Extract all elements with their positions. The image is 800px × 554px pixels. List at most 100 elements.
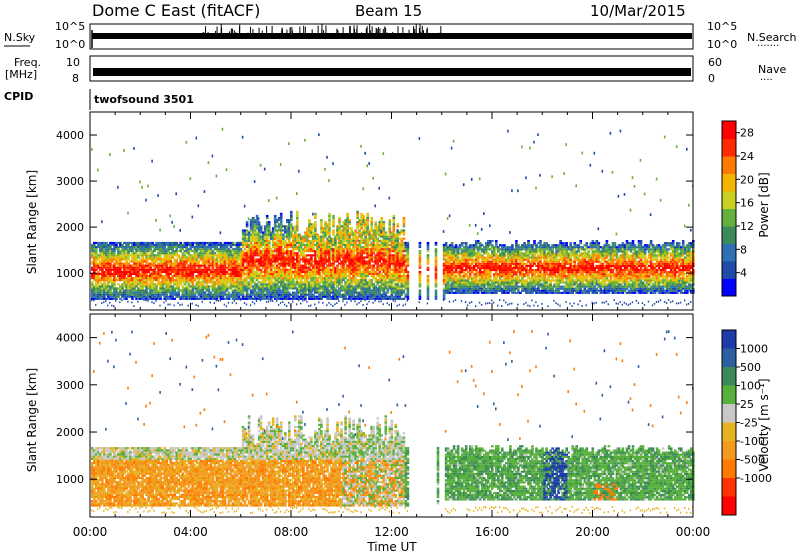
heatmap-cell xyxy=(151,242,154,244)
heatmap-cell xyxy=(165,300,166,302)
heatmap-cell xyxy=(352,294,355,296)
heatmap-cell xyxy=(294,244,297,246)
heatmap-cell xyxy=(320,223,323,225)
heatmap-cell xyxy=(334,303,335,305)
heatmap-cell xyxy=(403,219,406,221)
heatmap-cell xyxy=(346,215,349,217)
heatmap-cell xyxy=(312,246,315,248)
heatmap-cell xyxy=(419,279,422,281)
heatmap-cell xyxy=(103,281,106,283)
heatmap-cell xyxy=(296,279,299,281)
heatmap-cell xyxy=(364,236,367,238)
heatmap-cell xyxy=(192,281,195,283)
heatmap-cell xyxy=(374,221,377,223)
heatmap-cell xyxy=(107,283,110,285)
heatmap-cell xyxy=(374,223,377,225)
heatmap-cell xyxy=(298,170,300,173)
heatmap-cell xyxy=(366,275,369,277)
heatmap-cell xyxy=(419,301,420,303)
heatmap-cell xyxy=(161,285,164,287)
heatmap-cell xyxy=(360,145,362,148)
heatmap-cell xyxy=(121,244,124,246)
heatmap-cell xyxy=(216,175,218,178)
heatmap-cell xyxy=(145,261,148,263)
heatmap-cell xyxy=(397,236,400,238)
heatmap-cell xyxy=(242,275,245,277)
heatmap-cell xyxy=(268,244,271,246)
heatmap-cell xyxy=(274,215,277,217)
heatmap-cell xyxy=(328,236,331,238)
heatmap-cell xyxy=(274,223,277,225)
heatmap-cell xyxy=(236,302,237,304)
heatmap-cell xyxy=(318,273,321,275)
heatmap-cell xyxy=(250,283,253,285)
heatmap-cell xyxy=(135,258,138,260)
heatmap-cell xyxy=(401,240,404,242)
heatmap-cell xyxy=(362,217,365,219)
heatmap-cell xyxy=(298,234,301,236)
radar-figure: Dome C East (fitACF) Beam 15 10/Mar/2015… xyxy=(0,0,800,554)
heatmap-cell xyxy=(131,250,134,252)
heatmap-cell xyxy=(254,303,255,305)
heatmap-cell xyxy=(177,287,180,289)
heatmap-cell xyxy=(320,221,323,223)
heatmap-cell xyxy=(268,223,271,225)
heatmap-cell xyxy=(113,265,116,267)
heatmap-cell xyxy=(282,234,285,236)
heatmap-cell xyxy=(407,290,410,292)
heatmap-cell xyxy=(387,242,390,244)
heatmap-cell xyxy=(266,217,269,219)
heatmap-cell xyxy=(374,277,377,279)
heatmap-cell xyxy=(246,290,249,292)
heatmap-cell xyxy=(368,162,370,165)
heatmap-cell xyxy=(405,269,408,271)
heatmap-cell xyxy=(250,223,252,226)
heatmap-cell xyxy=(338,227,341,229)
heatmap-cell xyxy=(378,261,381,263)
heatmap-cell xyxy=(376,283,379,285)
nsky-tick-bottom-right: 10^0 xyxy=(707,38,737,51)
heatmap-cell xyxy=(407,283,410,285)
heatmap-cell xyxy=(310,292,313,294)
heatmap-cell xyxy=(254,290,257,292)
heatmap-cell xyxy=(372,283,375,285)
heatmap-cell xyxy=(224,275,227,277)
heatmap-cell xyxy=(105,300,106,302)
heatmap-cell xyxy=(328,232,331,234)
nsky-tick-bottom-left: 10^0 xyxy=(55,38,85,51)
heatmap-cell xyxy=(169,304,170,306)
heatmap-cell xyxy=(280,213,283,215)
heatmap-cell xyxy=(226,271,229,273)
heatmap-cell xyxy=(364,299,365,301)
heatmap-cell xyxy=(346,213,349,215)
heatmap-cell xyxy=(296,252,299,254)
heatmap-cell xyxy=(184,254,187,256)
heatmap-cell xyxy=(296,221,299,223)
heatmap-cell xyxy=(403,223,406,225)
heatmap-cell xyxy=(360,227,363,229)
heatmap-cell xyxy=(149,248,152,250)
heatmap-cell xyxy=(304,265,307,267)
heatmap-cell xyxy=(296,213,299,215)
heatmap-cell xyxy=(332,263,335,265)
heatmap-cell xyxy=(280,163,282,166)
heatmap-cell xyxy=(151,281,154,283)
heatmap-cell xyxy=(403,232,406,234)
heatmap-cell xyxy=(403,221,406,223)
heatmap-cell xyxy=(419,265,422,267)
heatmap-cell xyxy=(141,186,143,189)
heatmap-cell xyxy=(97,275,100,277)
heatmap-cell xyxy=(153,269,156,271)
nave-tick-bottom: 0 xyxy=(708,72,715,85)
heatmap-cell xyxy=(175,258,178,260)
heatmap-cell xyxy=(220,231,222,234)
heatmap-cell xyxy=(171,256,174,258)
heatmap-cell xyxy=(147,185,149,188)
heatmap-cell xyxy=(258,234,261,236)
heatmap-cell xyxy=(190,248,193,250)
heatmap-cell xyxy=(328,215,331,217)
heatmap-cell xyxy=(419,252,422,254)
heatmap-cell xyxy=(145,199,147,202)
heatmap-cell xyxy=(145,273,148,275)
heatmap-cell xyxy=(374,271,377,273)
